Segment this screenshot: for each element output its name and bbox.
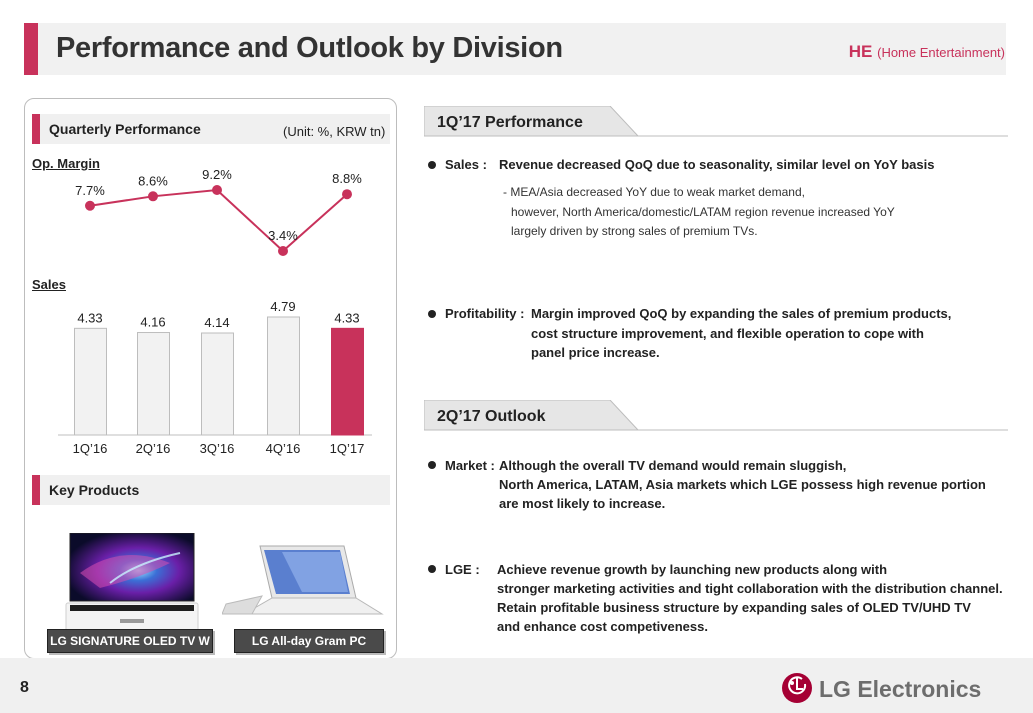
sales-detail-1: - MEA/Asia decreased YoY due to weak mar… [503,185,805,199]
lg-logo-wordmark: LG Electronics [819,676,981,702]
sales-value-label: 4.16 [140,315,165,330]
sales-chart: 4.33 1Q’16 4.16 2Q’16 4.14 3Q’16 4.79 4Q’16 4.33… [58,299,372,456]
performance-tab-shape [424,106,1008,137]
op-margin-line [89,188,348,253]
outlook-tab-shape [424,400,1008,431]
op-margin-value-label: 7.7% [75,183,105,198]
key-products-title: Key Products [49,482,140,498]
oled-tv-image [65,533,199,638]
performance-tab-label: 1Q’17 Performance [437,114,583,131]
op-margin-value-label: 3.4% [268,228,298,243]
sales-value-label: 4.33 [77,310,102,325]
product-caption-gram: LG All-day Gram PC [234,629,384,653]
division-tag: HE (Home Entertainment) [849,42,1005,62]
sales-category-label: 1Q’16 [73,441,108,456]
sales-category-label: 1Q’17 [330,441,365,456]
sales-category-label: 3Q’16 [200,441,235,456]
sales-bar [137,332,170,436]
op-margin-point [212,185,222,195]
performance-charts: 7.7%8.6% 9.2%3.4%8.8% 4.331Q’164.162Q’164… [58,167,372,456]
lge-line-3: Retain profitable business structure by … [497,600,971,615]
title-bar [24,23,1006,75]
sales-value-label: 4.14 [204,315,229,330]
division-code: HE [848,42,873,61]
op-margin-value-label: 8.8% [332,171,362,186]
lge-line-2: stronger marketing activities and tight … [497,581,1003,596]
quarterly-header [32,114,390,144]
profit-line-2: cost structure improvement, and flexible… [531,326,924,341]
quarterly-header-accent [32,114,40,144]
sales-detail-2: however, North America/domestic/LATAM re… [511,205,895,219]
sales-label: Sales [32,277,66,292]
profit-bullet-icon [428,310,436,318]
profit-heading-label: Profitability : [445,306,525,321]
sales-category-label: 2Q’16 [136,441,171,456]
outlook-tab-label: 2Q’17 Outlook [437,408,546,425]
page-number: 8 [20,679,29,696]
lge-line-1: Achieve revenue growth by launching new … [497,562,888,577]
market-heading-label: Market : [445,458,495,473]
op-margin-point [278,246,288,256]
profit-line-3: panel price increase. [531,345,660,360]
op-margin-label: Op. Margin [32,156,100,171]
op-margin-value-label: 8.6% [138,173,168,188]
key-products-accent [32,475,40,505]
lge-heading-label: LGE : [445,562,480,577]
lg-electronics-logo: LG Electronics [782,673,981,703]
sales-heading-label: Sales : [445,157,487,172]
sales-value-label: 4.33 [334,310,359,325]
sales-summary: Revenue decreased QoQ due to seasonality… [499,157,935,172]
op-margin-value-label: 9.2% [202,167,232,182]
market-bullet-icon [428,461,436,469]
sales-bar [201,332,234,436]
market-line-3: are most likely to increase. [499,496,666,511]
gram-laptop-image [222,545,384,615]
lge-bullet-icon [428,565,436,573]
market-line-2: North America, LATAM, Asia markets which… [499,477,986,492]
sales-detail-3: largely driven by strong sales of premiu… [511,224,758,238]
op-margin-point [342,189,352,200]
sales-bar [267,316,300,436]
sales-value-label: 4.79 [270,299,295,314]
lge-line-4: and enhance cost competiveness. [497,619,708,634]
sales-bullet-icon [428,161,436,169]
unit-label: (Unit: %, KRW tn) [283,124,386,139]
op-margin-chart: 7.7% 8.6% 9.2% 3.4% 8.8% [75,167,362,256]
sales-category-label: 4Q’16 [266,441,301,456]
market-line-1: Although the overall TV demand would rem… [499,458,847,473]
product-caption-oled: LG SIGNATURE OLED TV W [47,629,213,653]
quarterly-title: Quarterly Performance [49,121,201,137]
division-full-name: (Home Entertainment) [877,45,1005,60]
sales-bar [74,327,107,436]
footer-bar [0,658,1033,713]
title-accent [24,23,38,75]
op-margin-point [85,200,95,211]
key-products-header [32,475,390,505]
page-title: Performance and Outlook by Division [56,32,563,64]
sales-bar [331,327,364,436]
op-margin-point [148,191,158,202]
profit-line-1: Margin improved QoQ by expanding the sal… [531,306,952,321]
